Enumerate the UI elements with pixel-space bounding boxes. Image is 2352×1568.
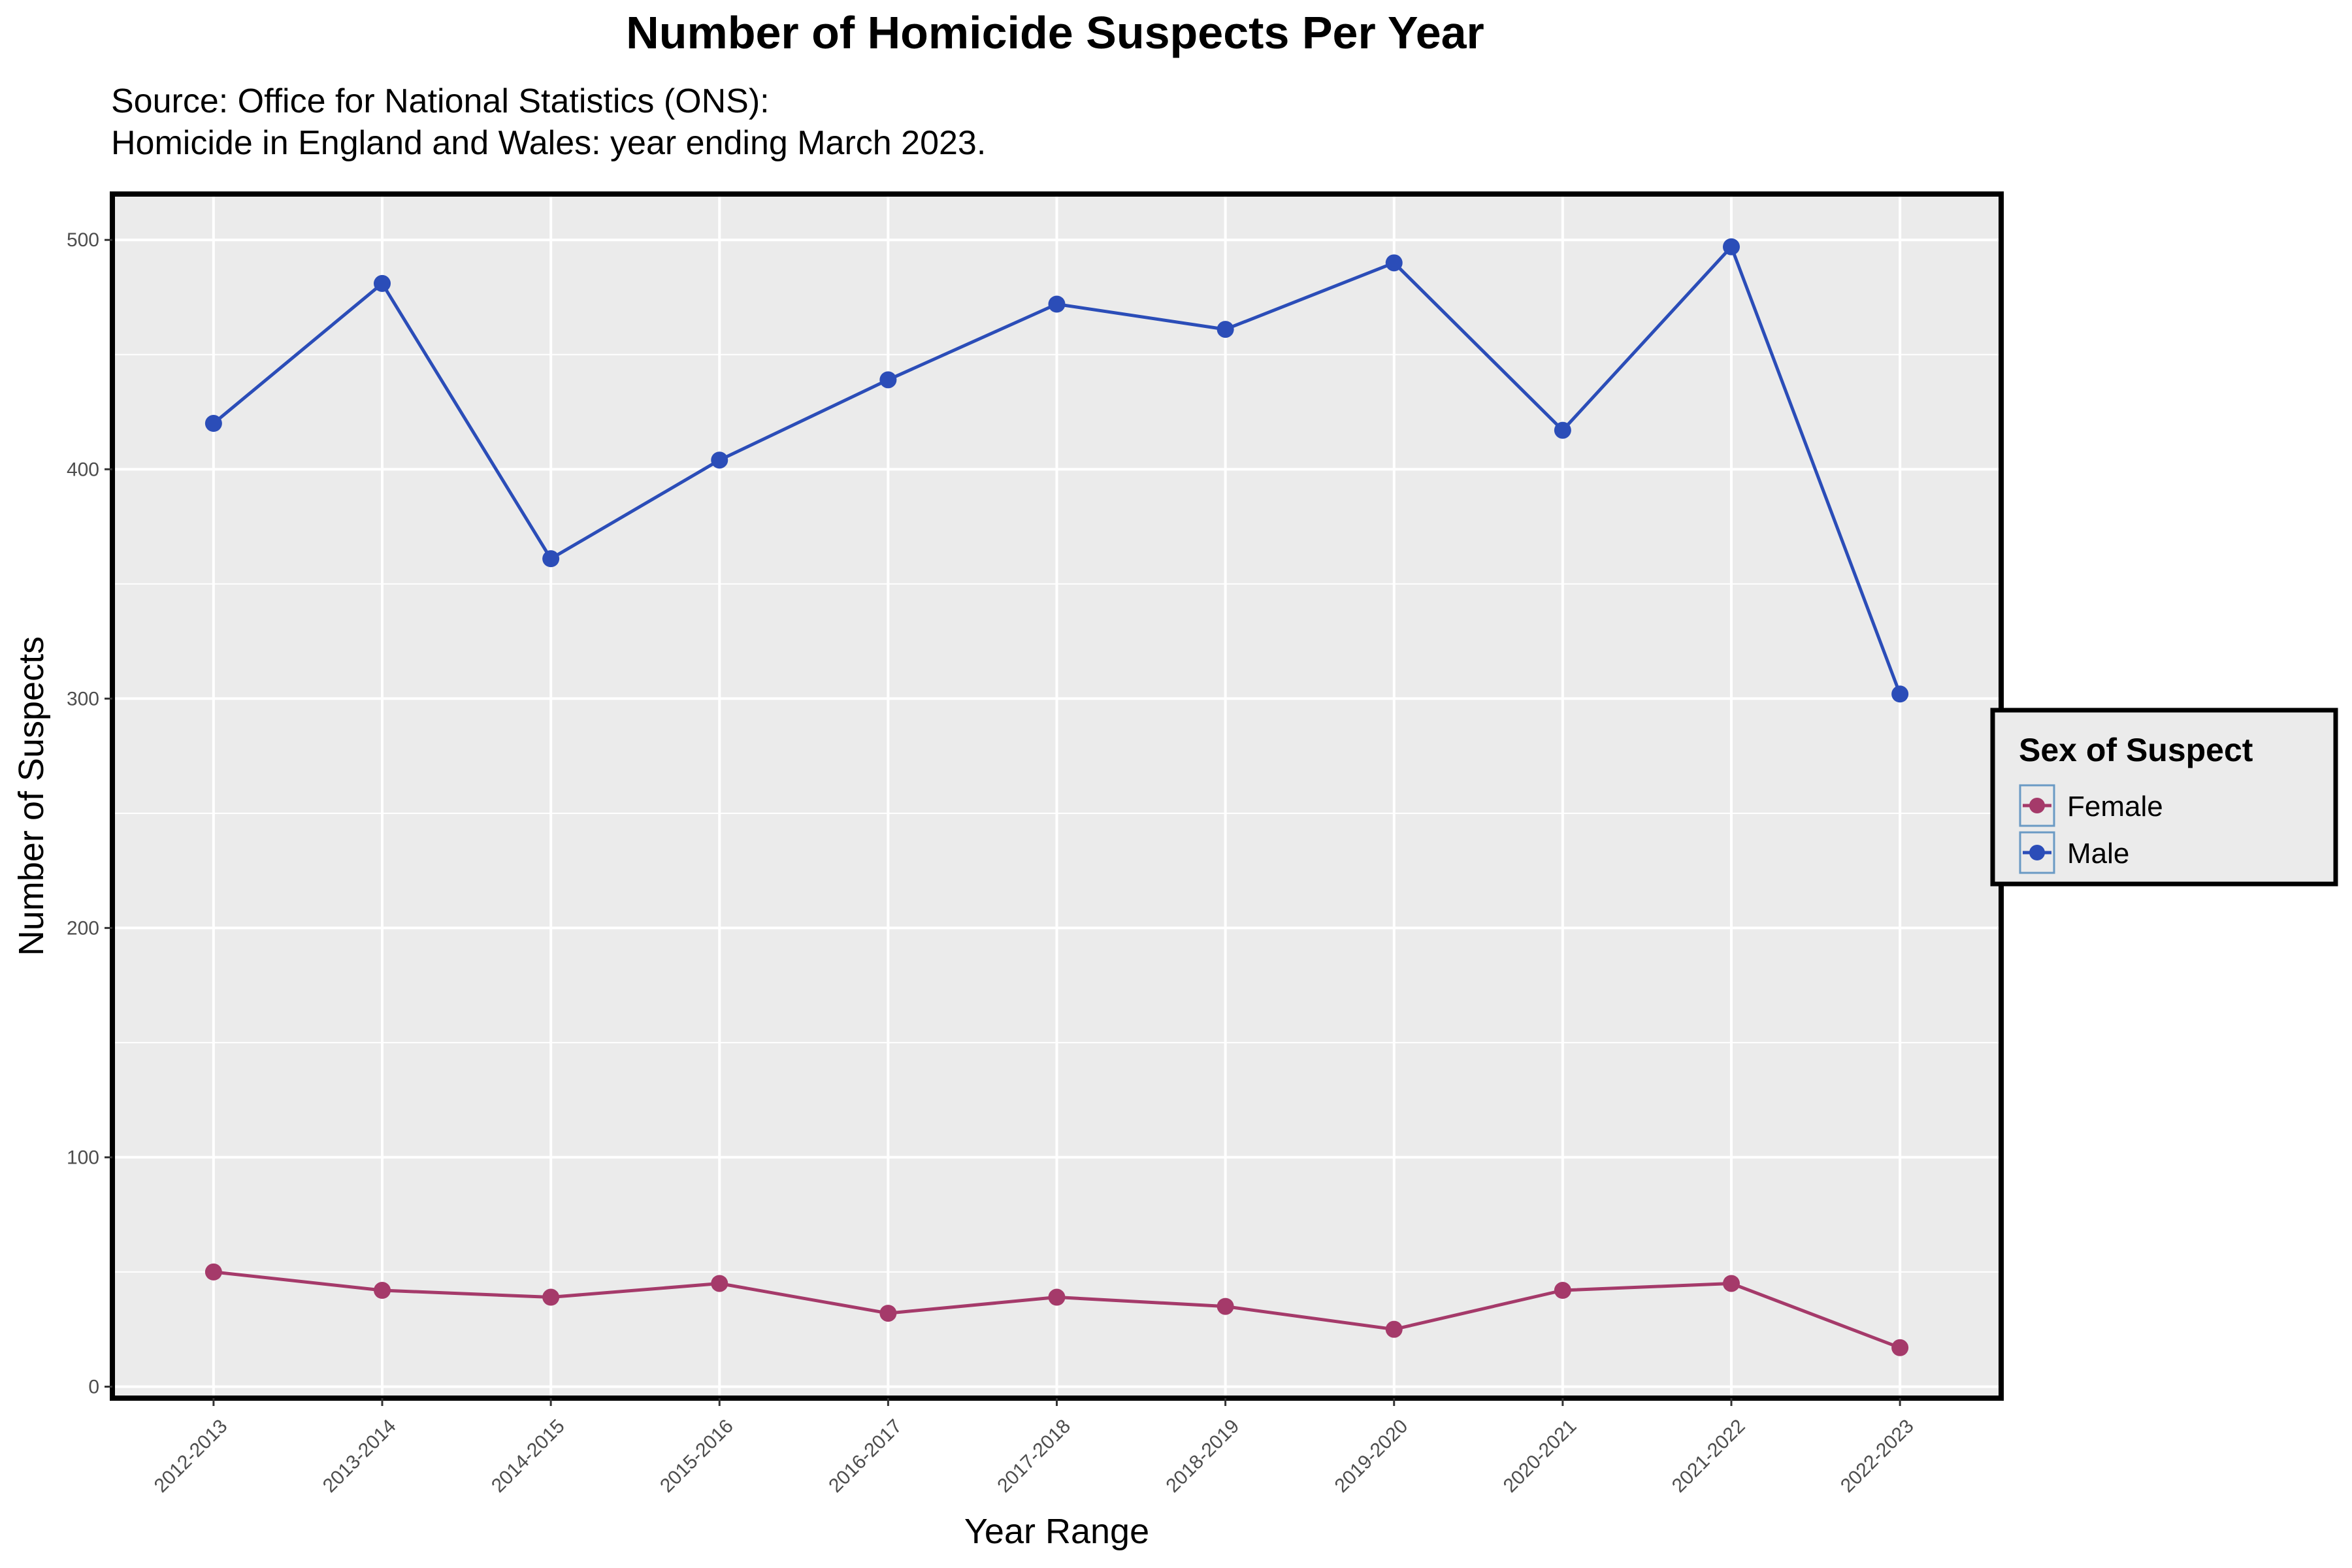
y-axis-title: Number of Suspects [12, 636, 51, 956]
data-point-male [879, 371, 897, 389]
x-tick-label: 2019-2020 [1331, 1415, 1413, 1497]
legend: Sex of Suspect Female Male [1990, 708, 2338, 887]
data-point-male [1385, 254, 1403, 272]
chart-subtitle-line-2: Homicide in England and Wales: year endi… [111, 124, 986, 162]
data-point-male [711, 451, 728, 469]
data-point-male [1217, 321, 1234, 338]
x-tick-label: 2016-2017 [825, 1415, 906, 1497]
y-tick-label: 300 [67, 688, 99, 710]
data-point-male [1723, 238, 1740, 255]
y-tick-label: 100 [67, 1147, 99, 1168]
y-tick-label: 200 [67, 917, 99, 939]
y-tick-label: 500 [67, 229, 99, 251]
legend-label-female: Female [2067, 791, 2163, 823]
x-axis: 2012-2013 2013-2014 2014-2015 2015-2016 2016… [150, 1398, 1918, 1497]
data-point-female [1217, 1298, 1234, 1315]
data-point-female [374, 1282, 391, 1299]
legend-item-male: Male [2019, 831, 2129, 874]
x-tick-label: 2021-2022 [1668, 1415, 1750, 1497]
legend-marker-male [2029, 845, 2045, 860]
x-axis-title: Year Range [964, 1512, 1149, 1551]
x-tick-label: 2018-2019 [1162, 1415, 1243, 1497]
data-point-male [542, 550, 560, 568]
legend-marker-female [2029, 798, 2045, 813]
data-point-female [1723, 1275, 1740, 1292]
legend-title: Sex of Suspect [2019, 732, 2253, 768]
data-point-male [374, 274, 391, 292]
y-tick-label: 0 [88, 1376, 99, 1397]
y-axis: 0 100 200 300 400 500 [67, 229, 112, 1397]
data-point-female [542, 1288, 560, 1306]
x-tick-label: 2013-2014 [319, 1415, 400, 1497]
data-point-female [1048, 1288, 1066, 1306]
x-tick-label: 2015-2016 [656, 1415, 738, 1497]
data-point-female [1385, 1320, 1403, 1338]
data-point-male [1891, 685, 1909, 703]
x-tick-label: 2020-2021 [1499, 1415, 1581, 1497]
data-point-female [711, 1275, 728, 1292]
chart-subtitle-line-1: Source: Office for National Statistics (… [111, 82, 770, 120]
series-layer [204, 238, 1909, 1356]
x-tick-label: 2014-2015 [487, 1415, 569, 1497]
data-point-female [879, 1305, 897, 1322]
chart-title: Number of Homicide Suspects Per Year [626, 7, 1484, 58]
legend-items: Female Male [2019, 784, 2163, 874]
x-tick-label: 2017-2018 [993, 1415, 1075, 1497]
data-point-female [1554, 1282, 1571, 1299]
data-point-male [1554, 421, 1571, 439]
legend-label-male: Male [2067, 838, 2129, 870]
data-point-female [1891, 1339, 1909, 1356]
x-tick-label: 2022-2023 [1837, 1415, 1918, 1497]
y-tick-label: 400 [67, 459, 99, 480]
data-point-female [204, 1263, 222, 1281]
data-point-male [1048, 295, 1066, 313]
legend-item-female: Female [2019, 784, 2163, 827]
data-point-male [204, 415, 222, 433]
x-tick-label: 2012-2013 [150, 1415, 232, 1497]
grid-lines [112, 194, 2001, 1398]
